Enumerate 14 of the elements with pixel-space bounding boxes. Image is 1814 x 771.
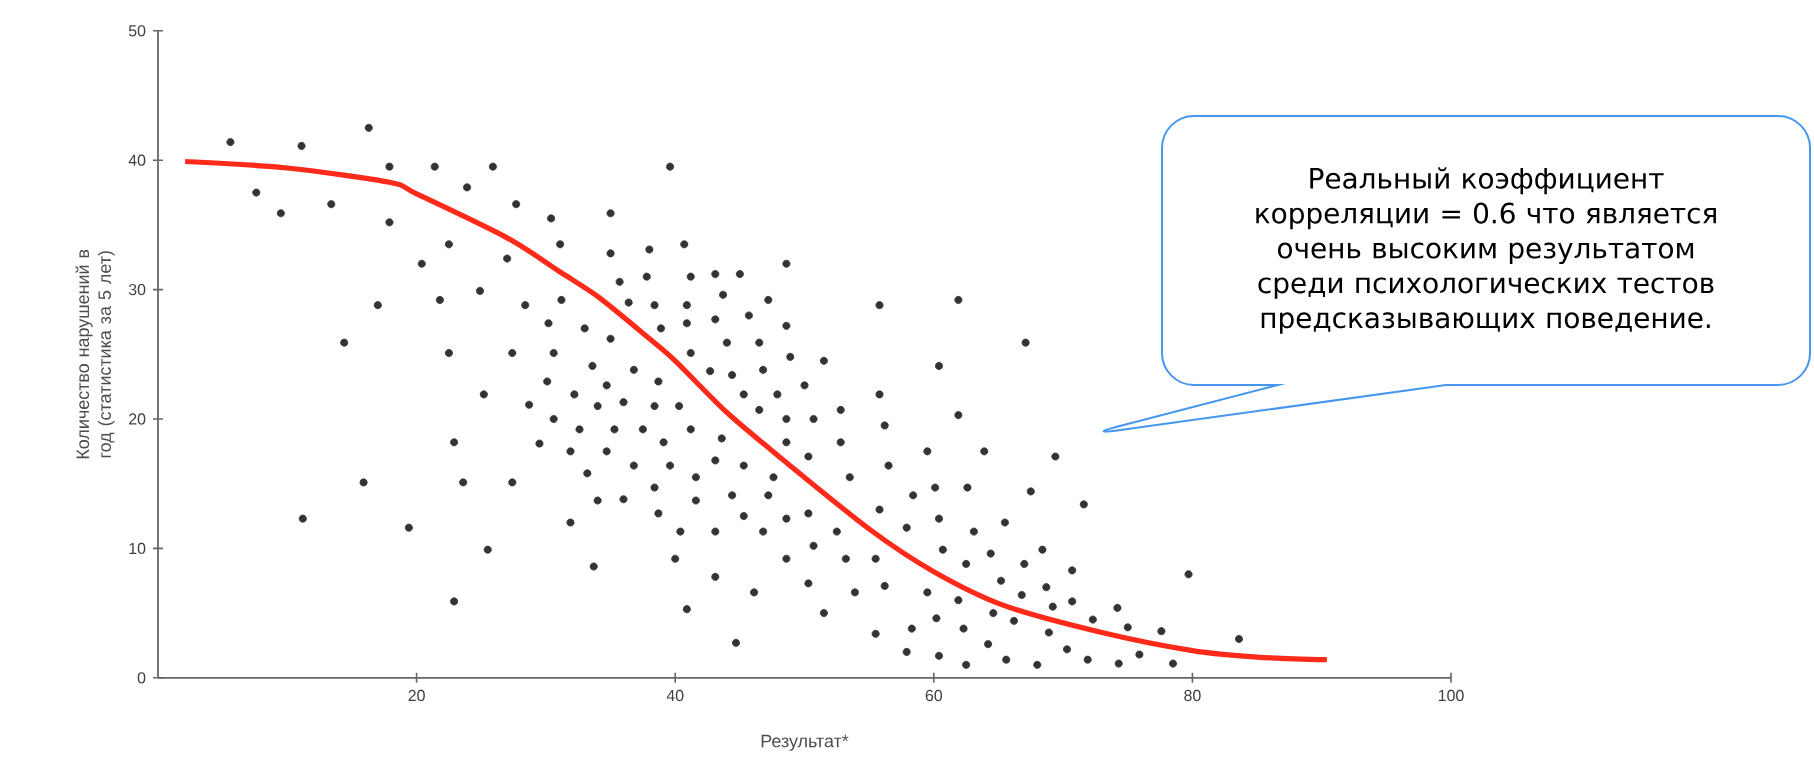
x-axis-title: Результат* bbox=[761, 734, 849, 751]
y-tick-label: 40 bbox=[128, 154, 146, 166]
y-tick-label: 50 bbox=[128, 25, 146, 37]
x-tick-label: 100 bbox=[1438, 689, 1464, 702]
x-tick-label: 60 bbox=[925, 689, 943, 702]
x-tick-label: 80 bbox=[1184, 689, 1201, 702]
annotation: Реальный коэффициент корреляции = 0.6 что является очень высоким результатом среди психологических тестов предсказывающих поведение. bbox=[1256, 167, 1716, 334]
y-tick-label: 20 bbox=[129, 413, 146, 425]
y-axis-title: Количество нарушений в год (статистика за 5 лет) bbox=[75, 249, 115, 459]
y-tick-label: 0 bbox=[137, 672, 146, 684]
y-tick-label: 30 bbox=[128, 283, 146, 296]
x-tick-label: 40 bbox=[666, 689, 684, 702]
y-tick-label: 10 bbox=[129, 542, 146, 555]
x-tick-label: 20 bbox=[408, 689, 425, 702]
